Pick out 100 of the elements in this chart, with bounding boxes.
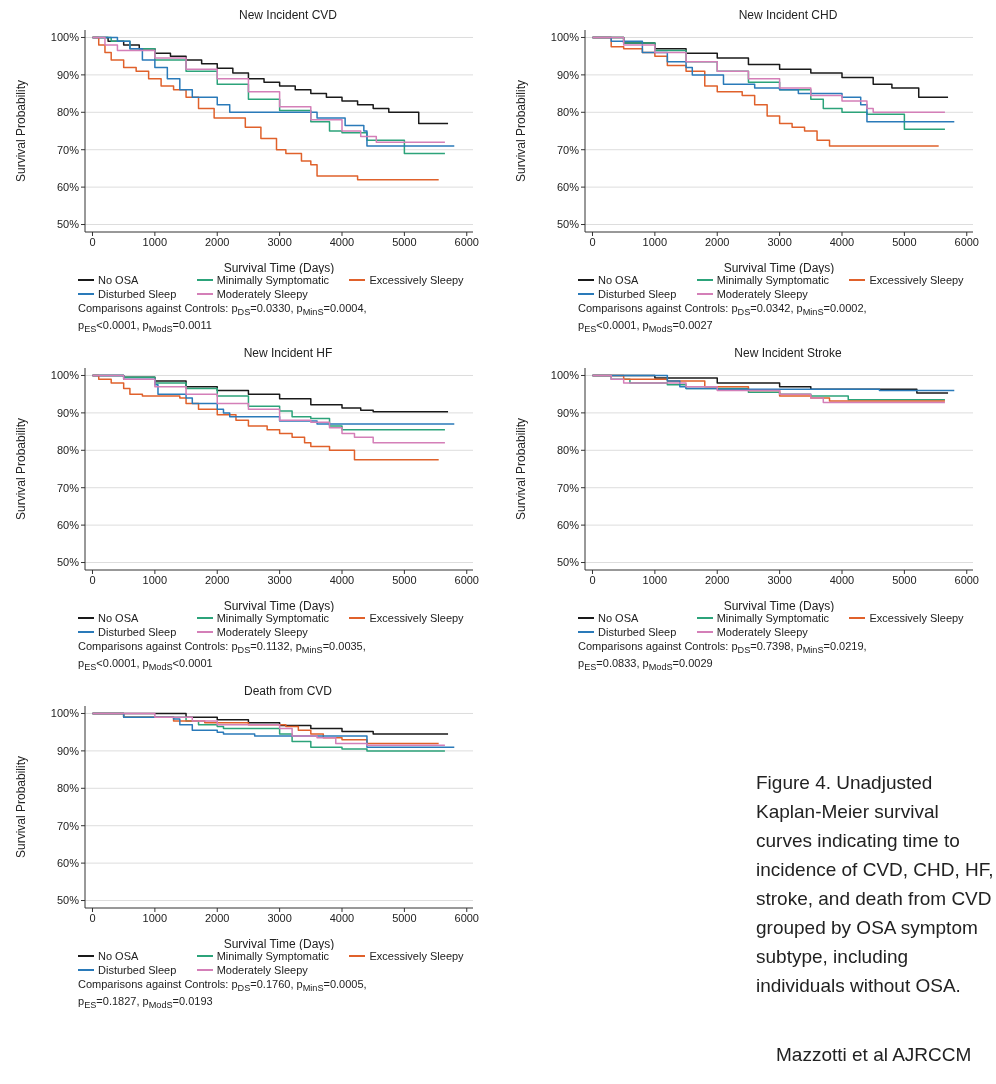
y-tick-label: 70% (56, 819, 80, 832)
x-tick-label: 1000 (142, 235, 168, 248)
legend-label: Moderately Sleepy (716, 288, 808, 300)
legend-label: Disturbed Sleep (598, 288, 677, 300)
y-tick-label: 50% (556, 218, 580, 231)
x-tick-label: 0 (89, 573, 96, 586)
y-tick-label: 80% (56, 782, 80, 795)
y-tick-label: 100% (550, 31, 580, 44)
legend-label: Disturbed Sleep (98, 964, 177, 976)
x-tick-label: 4000 (829, 235, 855, 248)
x-tick-label: 6000 (454, 235, 479, 248)
y-tick-label: 100% (550, 369, 580, 382)
y-tick-label: 100% (50, 31, 80, 44)
y-axis-title: Survival Probability (514, 79, 529, 183)
chart-title: Death from CVD (243, 684, 333, 700)
chart-title: New Incident Stroke (733, 346, 843, 362)
x-tick-label: 0 (89, 235, 96, 248)
legend-label: Excessively Sleepy (369, 950, 464, 962)
text: Comparisons against Controls: p$_{DS}$=0.1132, p$_{MinS}$=0.0035, p$_{ES}$<0.0001, p$_{ModS}$<0.0001 (78, 640, 366, 673)
legend-label: No OSA (598, 612, 639, 624)
x-tick-label: 2000 (205, 911, 230, 924)
legend-label: Minimally Symptomatic (716, 612, 830, 624)
legend-label: Excessively Sleepy (369, 274, 464, 286)
x-tick-label: 6000 (954, 235, 979, 248)
legend-label: Excessively Sleepy (369, 612, 464, 624)
legend-label: Minimally Symptomatic (216, 950, 330, 962)
legend-label: Moderately Sleepy (216, 964, 308, 976)
y-tick-label: 70% (56, 481, 80, 494)
x-tick-label: 4000 (329, 573, 355, 586)
x-axis-title: Survival Time (Days) (723, 599, 835, 613)
x-tick-label: 2000 (705, 573, 730, 586)
y-tick-label: 70% (556, 481, 580, 494)
y-tick-label: 60% (556, 519, 580, 532)
y-axis-title: Survival Probability (14, 79, 29, 183)
legend-label: Moderately Sleepy (216, 626, 308, 638)
legend-label: Minimally Symptomatic (216, 612, 330, 624)
x-tick-label: 3000 (267, 911, 292, 924)
y-tick-label: 50% (56, 218, 80, 231)
chart-title: New Incident CVD (237, 8, 338, 24)
x-tick-label: 5000 (392, 573, 417, 586)
x-axis-title: Survival Time (Days) (223, 261, 335, 275)
x-tick-label: 1000 (642, 573, 668, 586)
legend-label: No OSA (98, 950, 139, 962)
y-tick-label: 50% (56, 556, 80, 569)
legend-label: Disturbed Sleep (598, 626, 677, 638)
y-tick-label: 60% (56, 519, 80, 532)
legend-label: Moderately Sleepy (716, 626, 808, 638)
y-tick-label: 80% (56, 106, 80, 119)
legend-label: Minimally Symptomatic (716, 274, 830, 286)
x-tick-label: 6000 (454, 573, 479, 586)
y-tick-label: 50% (556, 556, 580, 569)
chart-title: New Incident CHD (737, 8, 839, 24)
legend-label: Excessively Sleepy (869, 274, 964, 286)
x-axis-title: Survival Time (Days) (223, 937, 335, 951)
legend-label: No OSA (98, 274, 139, 286)
y-tick-label: 60% (56, 857, 80, 870)
caption: Figure 4. Unadjusted Kaplan-Meier survival curves indicating time to incidence of CVD, CHD, HF, stroke, and death from CVD grouped by OSA symptom subtype, including individuals without OSA. (756, 771, 995, 998)
y-tick-label: 90% (556, 68, 580, 81)
legend-label: Minimally Symptomatic (216, 274, 330, 286)
y-tick-label: 80% (56, 444, 80, 457)
x-tick-label: 6000 (454, 911, 479, 924)
legend-label: Excessively Sleepy (869, 612, 964, 624)
legend-label: Disturbed Sleep (98, 626, 177, 638)
x-tick-label: 4000 (829, 573, 855, 586)
x-tick-label: 0 (589, 573, 596, 586)
y-axis-title: Survival Probability (14, 417, 29, 521)
y-tick-label: 100% (50, 369, 80, 382)
x-tick-label: 1000 (642, 235, 668, 248)
x-tick-label: 5000 (392, 911, 417, 924)
x-tick-label: 3000 (267, 235, 292, 248)
y-tick-label: 90% (56, 744, 80, 757)
x-tick-label: 2000 (705, 235, 730, 248)
x-tick-label: 4000 (329, 235, 355, 248)
y-axis-title: Survival Probability (514, 417, 529, 521)
y-axis-title: Survival Probability (14, 755, 29, 859)
legend-label: Moderately Sleepy (216, 288, 308, 300)
text: Mazzotti et al AJRCCM (776, 1043, 973, 1067)
y-tick-label: 100% (50, 707, 80, 720)
y-tick-label: 80% (556, 444, 580, 457)
x-tick-label: 0 (589, 235, 596, 248)
x-tick-label: 1000 (142, 911, 168, 924)
x-tick-label: 3000 (267, 573, 292, 586)
y-tick-label: 90% (556, 406, 580, 419)
x-tick-label: 0 (89, 911, 96, 924)
text: Comparisons against Controls: p$_{DS}$=0.1760, p$_{MinS}$=0.0005, p$_{ES}$=0.1827, p$_{ModS}$=0.0193 (78, 978, 367, 1011)
text: Comparisons against Controls: p$_{DS}$=0.0342, p$_{MinS}$=0.0002, p$_{ES}$<0.0001, p$_{ModS}$=0.0027 (578, 302, 867, 335)
chart-title: New Incident HF (242, 346, 334, 362)
x-tick-label: 2000 (205, 235, 230, 248)
x-tick-label: 3000 (767, 573, 792, 586)
y-tick-label: 60% (556, 181, 580, 194)
text: Comparisons against Controls: p$_{DS}$=0.7398, p$_{MinS}$=0.0219, p$_{ES}$=0.0833, p$_{ModS}$=0.0029 (578, 640, 867, 673)
legend-label: Disturbed Sleep (98, 288, 177, 300)
x-tick-label: 1000 (142, 573, 168, 586)
x-axis-title: Survival Time (Days) (223, 599, 335, 613)
y-tick-label: 70% (556, 143, 580, 156)
y-tick-label: 90% (56, 406, 80, 419)
x-axis-title: Survival Time (Days) (723, 261, 835, 275)
x-tick-label: 2000 (205, 573, 230, 586)
y-tick-label: 70% (56, 143, 80, 156)
text: Comparisons against Controls: p$_{DS}$=0.0330, p$_{MinS}$=0.0004, p$_{ES}$<0.0001, p$_{ModS}$=0.0011 (78, 302, 367, 335)
